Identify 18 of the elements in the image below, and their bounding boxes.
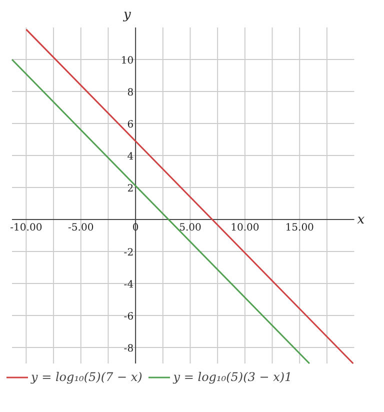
x-tick-label: -5.00 <box>68 222 94 234</box>
y-axis-title: y <box>122 8 132 22</box>
y-tick-label: -4 <box>124 280 134 290</box>
x-tick-label: 5.00 <box>179 222 202 234</box>
x-tick-label: 10.00 <box>230 222 260 234</box>
y-tick-label: 10 <box>120 56 134 66</box>
legend-label: y = log₁₀(5)(7 − x) <box>31 370 142 384</box>
y-tick-label: -8 <box>124 344 134 354</box>
y-tick-label: 2 <box>127 184 134 194</box>
y-tick-label: -2 <box>124 248 134 258</box>
x-axis-title: x <box>357 212 366 228</box>
legend-label: y = log₁₀(5)(3 − x)1 <box>173 370 292 384</box>
x-tick-label: 15.00 <box>285 222 314 234</box>
y-tick-label: 4 <box>127 152 134 162</box>
x-tick-label: -10.00 <box>10 222 42 234</box>
y-tick-label: -6 <box>124 312 134 322</box>
y-tick-label: 8 <box>127 88 134 98</box>
y-tick-label: 6 <box>127 120 134 130</box>
